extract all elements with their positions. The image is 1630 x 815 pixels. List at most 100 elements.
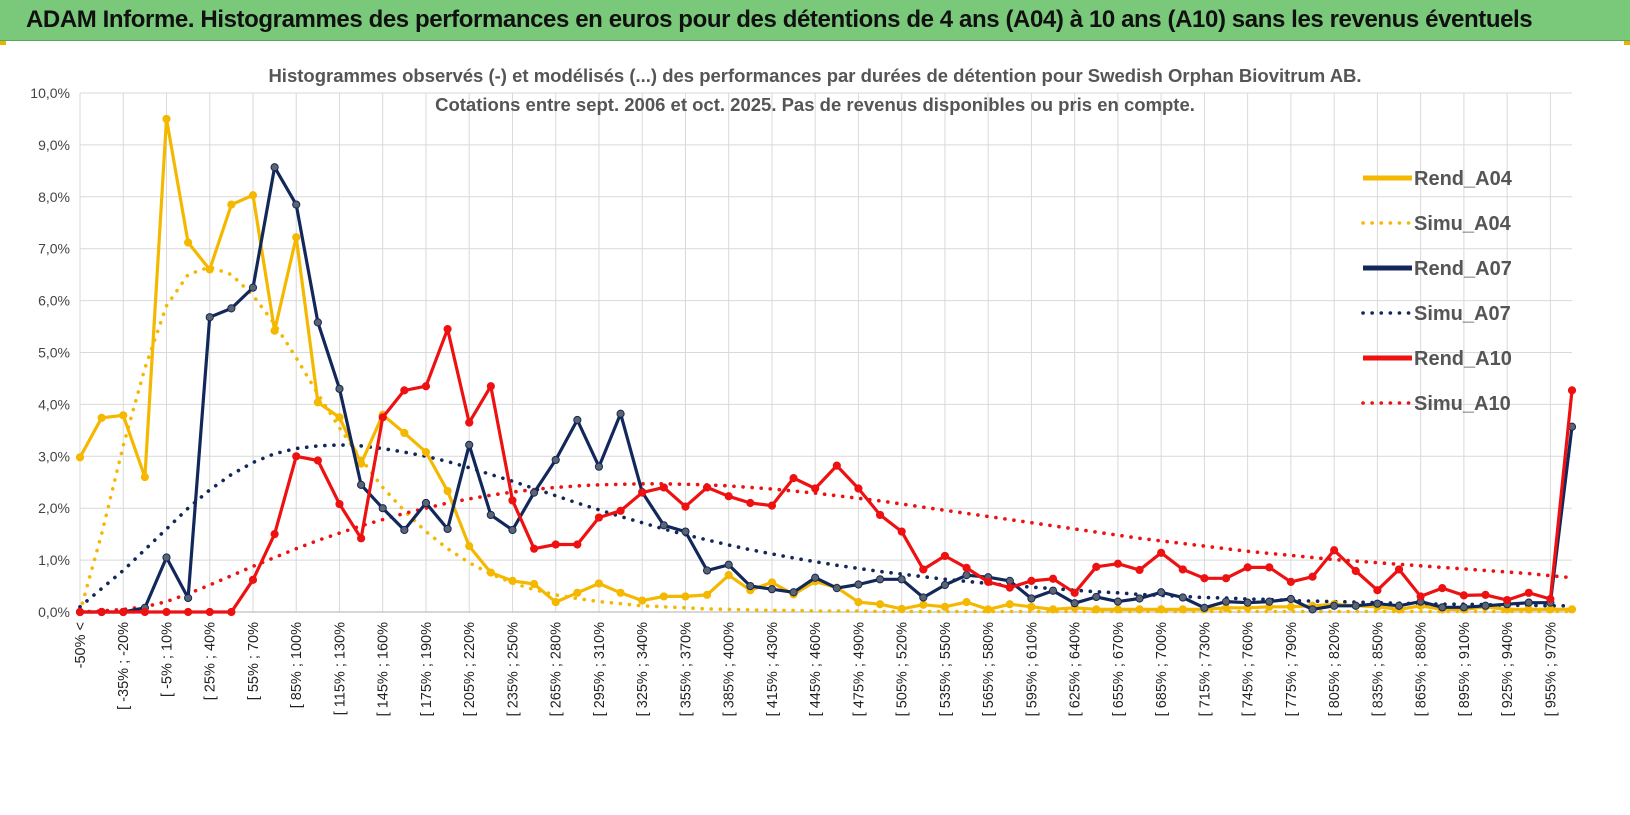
y-tick-label: 1,0% <box>38 552 70 568</box>
data-point-Rend_A10 <box>1048 574 1058 583</box>
data-point-Rend_A07 <box>789 588 798 597</box>
data-point-Rend_A07 <box>1048 586 1058 595</box>
data-point-Rend_A07 <box>335 384 344 393</box>
legend-label-Rend_A07: Rend_A07 <box>1414 258 1512 280</box>
y-tick-label: 9,0% <box>38 137 70 153</box>
data-point-Rend_A10 <box>1200 574 1209 583</box>
data-point-Rend_A10 <box>854 484 863 493</box>
x-tick-label: [ 865% ; 880% <box>1414 622 1430 716</box>
data-point-Rend_A07 <box>919 593 928 602</box>
chart-title-line1: Histogrammes observés (-) et modélisés (… <box>268 65 1361 86</box>
data-point-Rend_A04 <box>313 398 322 407</box>
data-point-Rend_A07 <box>421 498 431 508</box>
data-point-Rend_A07 <box>184 593 193 603</box>
y-tick-label: 7,0% <box>38 241 70 257</box>
data-point-Rend_A10 <box>594 513 604 522</box>
data-point-Rend_A04 <box>1286 602 1295 611</box>
data-point-Rend_A10 <box>313 456 322 465</box>
data-point-Rend_A04 <box>508 576 517 585</box>
data-point-Rend_A10 <box>789 473 798 483</box>
y-tick-label: 6,0% <box>38 293 70 309</box>
data-point-Rend_A07 <box>1330 601 1339 610</box>
data-point-Rend_A10 <box>919 565 928 574</box>
data-point-Rend_A04 <box>1567 605 1577 614</box>
data-point-Rend_A10 <box>227 607 236 617</box>
y-tick-label: 8,0% <box>38 189 70 205</box>
x-tick-label: [ 955% ; 970% <box>1543 622 1559 716</box>
data-point-Rend_A07 <box>681 527 690 536</box>
legend-label-Simu_A07: Simu_A07 <box>1414 303 1511 325</box>
data-point-Rend_A10 <box>638 488 647 497</box>
x-tick-label: [ 205% ; 220% <box>462 622 478 716</box>
data-point-Rend_A04 <box>854 598 863 607</box>
legend-label-Rend_A04: Rend_A04 <box>1414 168 1513 190</box>
data-point-Rend_A10 <box>811 484 820 493</box>
data-point-Rend_A10 <box>184 607 193 617</box>
data-point-Rend_A10 <box>1394 565 1404 574</box>
data-point-Rend_A04 <box>184 238 193 247</box>
data-point-Rend_A04 <box>400 428 409 438</box>
data-point-Rend_A10 <box>335 499 344 509</box>
data-point-Rend_A04 <box>1157 605 1166 614</box>
data-point-Rend_A07 <box>854 580 863 589</box>
y-tick-label: 2,0% <box>38 500 70 516</box>
data-point-Rend_A07 <box>1070 599 1079 608</box>
data-point-Rend_A07 <box>1157 588 1166 597</box>
y-tick-label: 3,0% <box>38 448 70 464</box>
x-tick-label: [ 775% ; 790% <box>1284 622 1300 716</box>
data-point-Rend_A07 <box>1005 576 1014 585</box>
data-point-Rend_A10 <box>940 551 950 561</box>
data-point-Rend_A10 <box>659 483 668 492</box>
data-point-Rend_A04 <box>919 600 928 609</box>
x-tick-label: [ 265% ; 280% <box>549 622 565 716</box>
data-point-Rend_A04 <box>1048 605 1058 614</box>
data-point-Rend_A04 <box>270 326 279 335</box>
data-point-Rend_A10 <box>97 607 106 617</box>
series-line-Rend_A07 <box>80 165 1574 614</box>
data-point-Rend_A10 <box>140 607 149 617</box>
chart-series <box>75 114 1577 617</box>
x-tick-label: [ 565% ; 580% <box>981 622 997 716</box>
data-point-Rend_A07 <box>443 524 452 534</box>
data-point-Rend_A04 <box>227 200 236 209</box>
x-tick-label: [ 415% ; 430% <box>765 622 781 716</box>
data-point-Rend_A07 <box>875 575 885 584</box>
x-tick-label: [ 445% ; 460% <box>808 622 824 716</box>
data-point-Rend_A07 <box>400 525 409 535</box>
series-line-Rend_A10 <box>80 327 1574 614</box>
page-title-text: ADAM Informe. Histogrammes des performan… <box>26 6 1533 33</box>
data-point-Rend_A10 <box>724 492 733 501</box>
data-point-Rend_A10 <box>1416 592 1425 601</box>
data-point-Rend_A07 <box>897 575 906 584</box>
x-tick-label: [ 655% ; 670% <box>1111 622 1127 716</box>
data-point-Rend_A07 <box>1308 605 1317 614</box>
accent-right <box>1624 41 1630 45</box>
data-point-Rend_A10 <box>1092 562 1101 571</box>
x-tick-label: [ 925% ; 940% <box>1500 622 1516 716</box>
data-point-Rend_A04 <box>1135 605 1144 614</box>
data-point-Rend_A07 <box>1438 603 1447 612</box>
legend-label-Simu_A10: Simu_A10 <box>1414 393 1511 415</box>
data-point-Rend_A07 <box>292 200 301 209</box>
data-point-Rend_A10 <box>616 506 625 515</box>
data-point-Rend_A10 <box>1481 590 1490 599</box>
data-point-Rend_A10 <box>529 544 539 553</box>
data-point-Rend_A04 <box>1027 602 1036 611</box>
data-point-Rend_A07 <box>1351 601 1360 610</box>
series-line-Simu_A10 <box>78 481 1574 614</box>
data-point-Rend_A10 <box>1113 559 1123 568</box>
data-point-Rend_A10 <box>270 530 279 539</box>
data-point-Rend_A07 <box>270 163 279 172</box>
data-point-Rend_A10 <box>1438 584 1447 593</box>
x-tick-label: [ 595% ; 610% <box>1024 622 1040 716</box>
y-axis: 0,0% 1,0% 2,0% 3,0% 4,0% 5,0% 6,0% 7,0% 8,0% 9,0%… <box>30 85 70 620</box>
data-point-Rend_A04 <box>551 598 560 607</box>
data-point-Rend_A04 <box>659 592 668 601</box>
data-point-Rend_A10 <box>357 534 366 543</box>
data-point-Rend_A04 <box>421 448 431 457</box>
data-point-Rend_A04 <box>248 191 258 200</box>
data-point-Rend_A07 <box>313 318 322 327</box>
x-tick-label: [ 475% ; 490% <box>851 622 867 716</box>
data-point-Rend_A10 <box>1503 595 1512 605</box>
data-point-Rend_A04 <box>573 588 582 597</box>
